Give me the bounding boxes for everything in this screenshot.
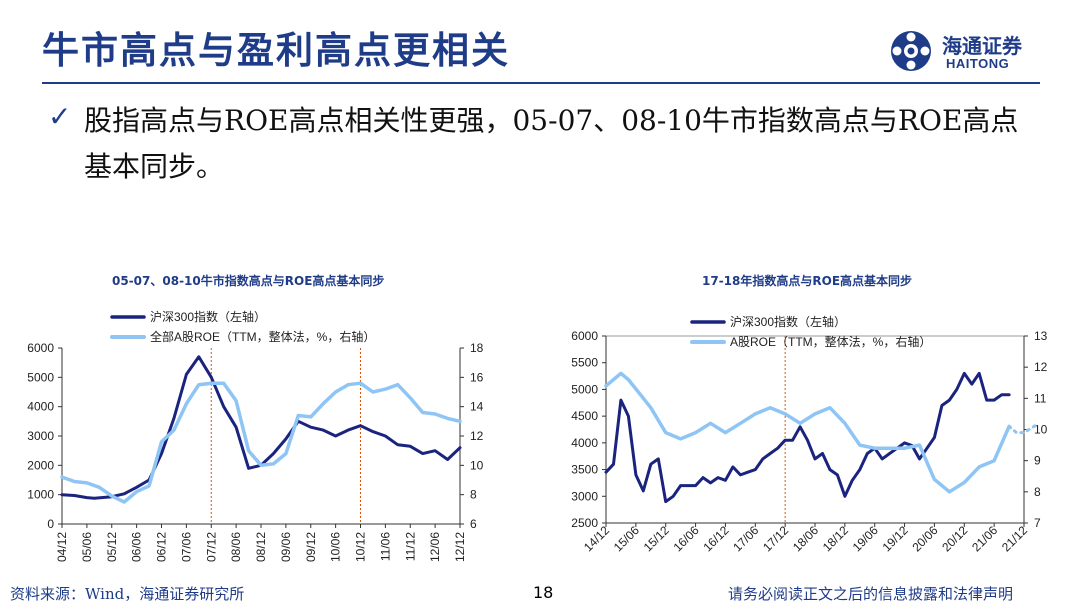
source-note: 资料来源：Wind，海通证券研究所: [10, 585, 245, 603]
chart1-series-roe: [60, 381, 462, 504]
chart2-left-tick-label: 2500: [571, 516, 598, 530]
chart1-x-tick-label: 07/12: [204, 532, 218, 562]
chart2-right-tick-label: 13: [1034, 329, 1048, 343]
chart2-right-tick-label: 8: [1034, 485, 1041, 499]
chart1-x-tick-label: 12/06: [428, 532, 442, 562]
chart1-x-tick-label: 06/06: [130, 532, 144, 562]
chart2-left-tick-label: 3500: [571, 463, 598, 477]
chart1-left-tick-label: 6000: [27, 341, 54, 355]
chart2-right-tick-label: 11: [1034, 391, 1047, 405]
chart1-x-tick-label: 09/06: [279, 532, 293, 562]
chart2-x-tick-label: 18/06: [790, 523, 821, 554]
chart1-left-tick-label: 2000: [27, 458, 54, 472]
chart1-x-tick-label: 06/12: [155, 532, 169, 562]
chart2-left-tick-label: 4000: [571, 436, 598, 450]
chart1-x-tick-label: 10/12: [354, 532, 368, 562]
chart1-right-tick-label: 10: [470, 458, 484, 472]
chart2-x-tick-label: 17/12: [760, 523, 791, 554]
chart2-x-tick-label: 21/06: [969, 523, 1000, 554]
chart2-x-tick-label: 15/12: [641, 523, 672, 554]
chart1-right-tick-label: 18: [470, 341, 484, 355]
page-title: 牛市高点与盈利高点更相关: [42, 28, 510, 72]
chart1-legend-label: 沪深300指数（左轴）: [150, 309, 266, 324]
chart1-x-tick-label: 10/06: [329, 532, 343, 562]
chart1-series-index: [60, 355, 462, 500]
logo-english-name: HAITONG: [946, 56, 1010, 71]
chart1-right-tick-label: 16: [470, 370, 484, 384]
chart1-right-tick-label: 6: [470, 517, 477, 531]
chart2-series-roe: [604, 371, 1011, 494]
chart2-x-tick-label: 20/06: [909, 523, 940, 554]
chart1-x-tick-label: 09/12: [304, 532, 318, 562]
chart2-right-tick-label: 10: [1034, 423, 1048, 437]
chart1-right-tick-label: 8: [470, 488, 477, 502]
chart1-x-tick-label: 11/12: [403, 532, 417, 561]
bullet-text: 股指高点与ROE高点相关性更强，05-07、08-10牛市指数高点与ROE高点基…: [84, 104, 1019, 183]
chart2: 2500 3000 3500 4000 4500 5000 5500 6000 7 8 9 10 11 1…: [571, 314, 1048, 554]
chart1: 0 1000 2000 3000 4000 5000 6000 6 8 10 12 14 16 18 04/…: [27, 309, 484, 562]
chart2-left-tick-label: 4500: [571, 409, 598, 423]
chart2-x-tick-label: 21/12: [999, 523, 1030, 554]
chart2-left-tick-label: 6000: [571, 329, 598, 343]
chart1-x-tick-label: 11/06: [378, 532, 392, 561]
chart2-legend-label: 沪深300指数（左轴）: [730, 314, 846, 329]
chart2-x-tick-label: 15/06: [611, 523, 642, 554]
chart1-x-tick-label: 05/12: [105, 532, 119, 562]
chart2-left-tick-label: 5000: [571, 382, 598, 396]
chart1-left-tick-label: 5000: [27, 370, 54, 384]
header-divider: [42, 82, 1040, 84]
chart2-x-tick-label: 19/12: [880, 523, 911, 554]
chart2-x-tick-label: 20/12: [939, 523, 970, 554]
chart1-x-tick-label: 08/12: [254, 532, 268, 562]
chart1-legend-label: 全部A股ROE（TTM，整体法，%，右轴）: [150, 329, 375, 344]
disclaimer: 请务必阅读正文之后的信息披露和法律声明: [728, 585, 1014, 603]
chart2-right-tick-label: 12: [1034, 360, 1048, 374]
chart1-left-tick-label: 0: [47, 517, 54, 531]
chart2-legend-label: A股ROE（TTM，整体法，%，右轴）: [730, 334, 931, 349]
chart1-x-tick-label: 08/06: [229, 532, 243, 562]
checkmark-icon: ✓: [48, 100, 72, 133]
chart1-left-tick-label: 1000: [27, 488, 54, 502]
chart2-left-tick-label: 5500: [571, 356, 598, 370]
chart2-title: 17-18年指数高点与ROE高点基本同步: [702, 274, 913, 288]
haitong-logo: 海通证券 HAITONG: [888, 28, 1048, 74]
chart2-x-tick-label: 18/12: [820, 523, 851, 554]
chart1-x-tick-label: 05/06: [80, 532, 94, 562]
chart1-title: 05-07、08-10牛市指数高点与ROE高点基本同步: [112, 274, 385, 288]
chart1-x-tick-label: 04/12: [55, 532, 69, 562]
chart1-right-tick-label: 14: [470, 400, 484, 414]
chart1-x-tick-label: 12/12: [453, 532, 467, 562]
chart1-x-tick-label: 07/06: [179, 532, 193, 562]
chart2-series-index: [604, 371, 1011, 504]
chart2-x-tick-label: 16/06: [671, 523, 702, 554]
chart2-x-tick-label: 17/06: [730, 523, 761, 554]
chart1-right-tick-label: 12: [470, 429, 484, 443]
haitong-logo-icon: [891, 31, 931, 71]
chart2-right-tick-label: 9: [1034, 454, 1041, 468]
chart2-left-tick-label: 3000: [571, 489, 598, 503]
logo-chinese-name: 海通证券: [942, 34, 1022, 58]
chart1-left-tick-label: 4000: [27, 400, 54, 414]
chart2-plot-frame: [605, 335, 1025, 524]
chart2-x-tick-label: 19/06: [850, 523, 881, 554]
page-number: 18: [533, 583, 554, 602]
chart2-roe-projection: [1007, 421, 1041, 435]
chart1-left-tick-label: 3000: [27, 429, 54, 443]
chart2-x-tick-label: 16/12: [700, 523, 731, 554]
chart2-right-tick-label: 7: [1034, 516, 1041, 530]
